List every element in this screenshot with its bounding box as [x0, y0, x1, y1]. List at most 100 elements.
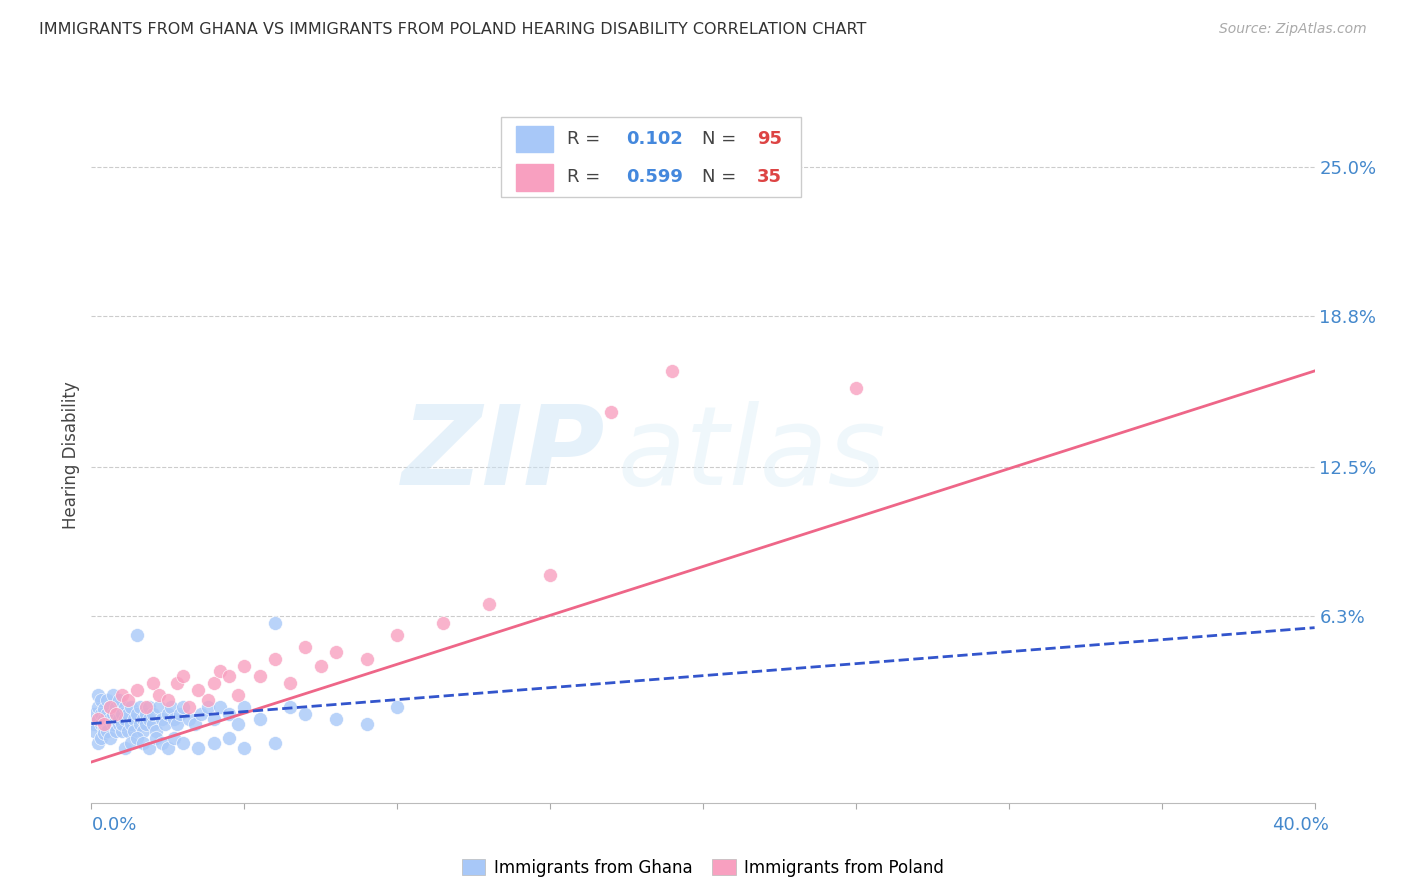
- Point: [202, 736, 225, 750]
- Point: [101, 716, 124, 731]
- Text: R =: R =: [567, 169, 606, 186]
- Text: 95: 95: [756, 130, 782, 148]
- Point: [86, 712, 108, 726]
- Point: [114, 740, 136, 755]
- Point: [179, 699, 201, 714]
- Point: [96, 716, 118, 731]
- Point: [218, 668, 240, 682]
- Point: [156, 706, 179, 721]
- Text: ZIP: ZIP: [402, 401, 605, 508]
- Point: [208, 699, 231, 714]
- Point: [90, 706, 112, 721]
- Point: [135, 706, 157, 721]
- Point: [122, 723, 145, 738]
- Point: [845, 381, 868, 395]
- Point: [108, 712, 131, 726]
- Point: [356, 652, 378, 666]
- Point: [150, 712, 173, 726]
- Text: 35: 35: [756, 169, 782, 186]
- Point: [101, 706, 124, 721]
- Point: [111, 716, 134, 731]
- Point: [117, 706, 139, 721]
- Point: [83, 723, 105, 738]
- Point: [135, 699, 157, 714]
- Point: [120, 699, 142, 714]
- Point: [93, 702, 115, 716]
- Point: [278, 699, 301, 714]
- Text: 0.599: 0.599: [626, 169, 683, 186]
- Text: R =: R =: [567, 130, 606, 148]
- Point: [90, 692, 112, 706]
- Text: IMMIGRANTS FROM GHANA VS IMMIGRANTS FROM POLAND HEARING DISABILITY CORRELATION C: IMMIGRANTS FROM GHANA VS IMMIGRANTS FROM…: [39, 22, 866, 37]
- Point: [138, 699, 160, 714]
- Point: [172, 668, 194, 682]
- Point: [104, 706, 127, 721]
- Point: [83, 716, 105, 731]
- Point: [129, 699, 152, 714]
- Point: [127, 731, 149, 745]
- Point: [218, 706, 240, 721]
- Point: [187, 740, 209, 755]
- Point: [264, 652, 287, 666]
- Point: [190, 706, 212, 721]
- Point: [478, 597, 501, 611]
- Point: [127, 683, 149, 698]
- Point: [538, 567, 561, 582]
- Point: [385, 699, 409, 714]
- Point: [129, 716, 152, 731]
- Point: [132, 712, 155, 726]
- Point: [122, 712, 145, 726]
- Point: [141, 706, 163, 721]
- Point: [249, 712, 271, 726]
- Point: [278, 676, 301, 690]
- Point: [325, 712, 347, 726]
- Point: [148, 688, 170, 702]
- Point: [264, 615, 287, 630]
- Point: [208, 664, 231, 678]
- Point: [148, 699, 170, 714]
- Point: [141, 716, 163, 731]
- Point: [166, 676, 188, 690]
- Point: [132, 723, 155, 738]
- FancyBboxPatch shape: [501, 118, 801, 197]
- Point: [145, 723, 167, 738]
- Point: [127, 628, 149, 642]
- Legend: Immigrants from Ghana, Immigrants from Poland: Immigrants from Ghana, Immigrants from P…: [454, 850, 952, 885]
- Point: [156, 740, 179, 755]
- Point: [98, 712, 121, 726]
- Point: [153, 716, 176, 731]
- Point: [169, 706, 191, 721]
- Point: [86, 736, 108, 750]
- Point: [187, 683, 209, 698]
- Point: [138, 740, 160, 755]
- Point: [145, 731, 167, 745]
- Point: [86, 688, 108, 702]
- Point: [156, 692, 179, 706]
- Point: [150, 736, 173, 750]
- Point: [86, 699, 108, 714]
- Point: [96, 692, 118, 706]
- Point: [385, 628, 409, 642]
- Point: [226, 716, 249, 731]
- Point: [172, 736, 194, 750]
- Point: [98, 699, 121, 714]
- Point: [184, 716, 207, 731]
- Point: [104, 699, 127, 714]
- Point: [93, 722, 115, 736]
- FancyBboxPatch shape: [516, 164, 553, 191]
- Point: [108, 692, 131, 706]
- Point: [93, 726, 115, 740]
- Point: [86, 712, 108, 726]
- Point: [294, 706, 316, 721]
- Point: [111, 706, 134, 721]
- Point: [226, 688, 249, 702]
- Point: [108, 716, 131, 731]
- Point: [93, 712, 115, 726]
- Point: [117, 723, 139, 738]
- Text: 40.0%: 40.0%: [1272, 816, 1329, 834]
- Point: [90, 731, 112, 745]
- Point: [294, 640, 316, 654]
- Point: [163, 712, 186, 726]
- Point: [111, 688, 134, 702]
- Point: [93, 716, 115, 731]
